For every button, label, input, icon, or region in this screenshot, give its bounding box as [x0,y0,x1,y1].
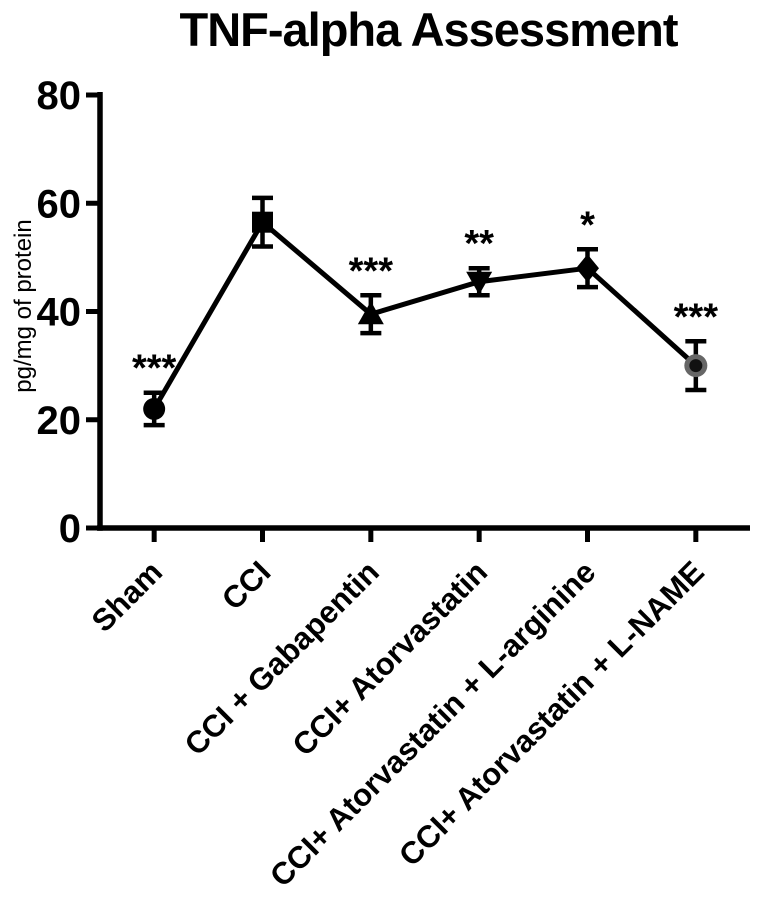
y-tick-label: 80 [37,74,82,118]
data-point-gray-circle-core [689,359,703,373]
data-series-line [152,218,698,411]
significance-asterisks: ** [464,223,494,265]
data-point-diamond-marker [576,254,599,283]
y-tick-label: 0 [59,507,81,551]
chart-title: TNF-alpha Assessment [179,3,678,56]
data-point-triangle-up-marker [357,301,384,325]
y-tick-label: 20 [37,399,82,443]
significance-asterisks: *** [674,296,719,338]
data-point-triangle-down-marker [466,271,493,295]
x-tick-label: CCI [215,554,278,617]
x-tick-label: CCI + Gabapentin [178,554,386,762]
significance-asterisks: * [580,204,595,246]
x-tick-label: CCI+ Atorvastatin [286,554,494,762]
y-tick-label: 60 [37,182,82,226]
y-tick-label: 40 [37,291,82,335]
y-axis-label: pg/mg of protein [10,219,37,393]
x-tick-label: Sham [85,554,169,638]
significance-asterisks: *** [132,348,177,390]
data-point-circle-marker [143,397,166,420]
significance-asterisks: *** [349,250,394,292]
data-point-square-marker [252,211,273,233]
